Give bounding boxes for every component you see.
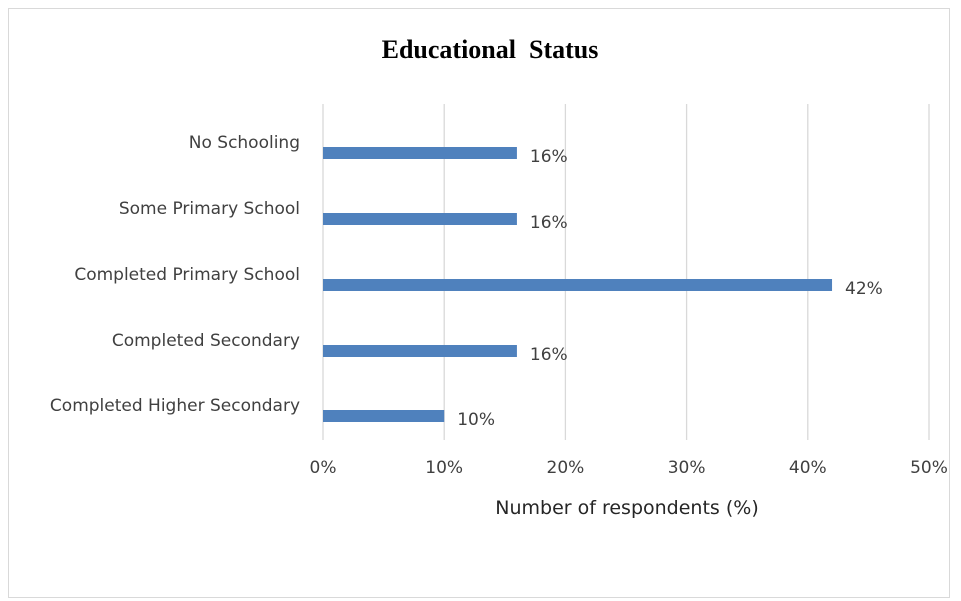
data-labels: 16% 16% 42% 16% 10% [457,147,883,430]
chart-frame [8,8,950,598]
category-label: Some Primary School [119,199,300,219]
bar [323,410,445,422]
category-label: No Schooling [189,133,300,153]
category-label: Completed Primary School [74,265,300,285]
x-tick-label: 30% [668,458,706,478]
x-tick-label: 10% [425,458,463,478]
x-tick-label: 0% [310,458,337,478]
chart-title: Educational Status [382,35,599,64]
tick-labels: 0% 10% 20% 30% 40% 50% [310,458,948,478]
bar [323,279,833,291]
category-label: Completed Secondary [112,331,300,351]
x-tick-label: 40% [789,458,827,478]
x-tick-label: 20% [547,458,585,478]
x-tick-label: 50% [910,458,948,478]
data-label: 16% [530,345,568,365]
data-label: 42% [845,279,883,299]
data-label: 10% [457,410,495,430]
bar [323,147,517,159]
x-axis-title: Number of respondents (%) [495,497,759,519]
bar [323,345,517,357]
bar [323,213,517,225]
bars [323,147,833,422]
category-label: Completed Higher Secondary [50,396,300,416]
gridlines [322,104,930,440]
data-label: 16% [530,213,568,233]
category-labels: No Schooling Some Primary School Completed… [50,133,300,416]
data-label: 16% [530,147,568,167]
